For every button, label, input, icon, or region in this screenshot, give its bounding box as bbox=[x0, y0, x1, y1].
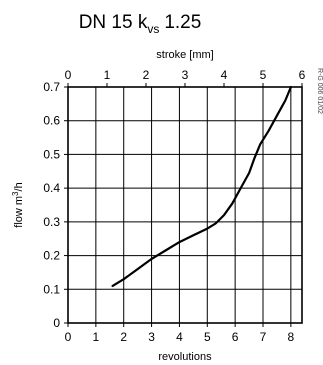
chart-title: DN 15 kvs 1.25 bbox=[79, 12, 202, 36]
y-axis-label-base: flow m bbox=[13, 196, 25, 228]
flow-curve bbox=[111, 85, 292, 287]
x2-tick-label: 3 bbox=[182, 68, 189, 82]
title-subscript: vs bbox=[147, 22, 159, 36]
y-tick-label: 0 bbox=[53, 316, 60, 330]
y-axis-label: flow m3/h bbox=[11, 182, 25, 227]
x-tick-label: 3 bbox=[148, 330, 155, 344]
x2-tick-label: 5 bbox=[260, 68, 267, 82]
x-tick-label: 8 bbox=[288, 330, 295, 344]
x2-tick-label: 6 bbox=[299, 68, 306, 82]
x-tick-label: 7 bbox=[260, 330, 267, 344]
y-tick-label: 0.4 bbox=[43, 181, 60, 195]
grid bbox=[64, 83, 303, 327]
y-tick-label: 0.5 bbox=[43, 147, 60, 161]
y-tick-label: 0.3 bbox=[43, 215, 60, 229]
x2-tick-label: 1 bbox=[104, 68, 111, 82]
x-tick-label: 0 bbox=[65, 330, 72, 344]
x-tick-label: 2 bbox=[120, 330, 127, 344]
side-code: R-G 006 01/02 bbox=[316, 68, 323, 114]
series bbox=[111, 85, 292, 287]
x2-tick-label: 4 bbox=[221, 68, 228, 82]
title-suffix: 1.25 bbox=[164, 12, 201, 33]
top-axis-label: stroke [mm] bbox=[156, 49, 213, 61]
x-tick-label: 4 bbox=[176, 330, 183, 344]
x-tick-label: 5 bbox=[204, 330, 211, 344]
x2-tick-label: 2 bbox=[143, 68, 150, 82]
y-axis-label-sup: 3 bbox=[11, 191, 20, 196]
y-tick-label: 0.7 bbox=[43, 80, 60, 94]
tick-labels: 0 1 2 3 4 5 6 7 8 0 0.1 0.2 0.3 0.4 0.5 0.6 0.7 0 1 2 3 4 5 6 bbox=[43, 68, 305, 344]
x-tick-label: 1 bbox=[93, 330, 100, 344]
y-tick-label: 0.6 bbox=[43, 114, 60, 128]
y-tick-label: 0.2 bbox=[43, 249, 60, 263]
bottom-axis-label: revolutions bbox=[158, 351, 212, 363]
title-prefix: DN 15 k bbox=[79, 12, 148, 33]
plot-frame bbox=[67, 86, 303, 324]
y-tick-label: 0.1 bbox=[43, 282, 60, 296]
x2-tick-label: 0 bbox=[65, 68, 72, 82]
y-axis-label-tail: /h bbox=[13, 182, 25, 191]
x-tick-label: 6 bbox=[232, 330, 239, 344]
